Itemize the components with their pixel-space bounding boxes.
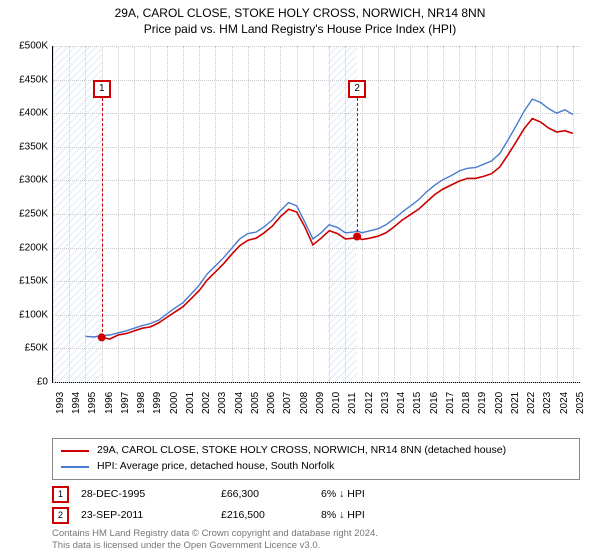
sale-index-box: 2 bbox=[52, 507, 69, 524]
legend-swatch-1 bbox=[61, 450, 89, 452]
legend-box: 29A, CAROL CLOSE, STOKE HOLY CROSS, NORW… bbox=[52, 438, 580, 480]
title-block: 29A, CAROL CLOSE, STOKE HOLY CROSS, NORW… bbox=[0, 0, 600, 37]
marker-box: 1 bbox=[93, 80, 111, 98]
x-axis-label: 2016 bbox=[429, 392, 440, 414]
marker-line bbox=[357, 98, 358, 237]
sale-rows: 1 28-DEC-1995£66,3006% ↓ HPI 2 23-SEP-2011£… bbox=[52, 486, 580, 524]
y-axis-label: £350K bbox=[0, 141, 48, 152]
line-series-svg bbox=[53, 46, 581, 382]
x-axis-label: 2024 bbox=[559, 392, 570, 414]
footer-line-1: Contains HM Land Registry data © Crown c… bbox=[52, 528, 580, 540]
legend-row-1: 29A, CAROL CLOSE, STOKE HOLY CROSS, NORW… bbox=[61, 443, 571, 459]
x-axis-label: 1994 bbox=[71, 392, 82, 414]
x-axis-label: 2006 bbox=[266, 392, 277, 414]
y-axis-label: £400K bbox=[0, 108, 48, 119]
x-axis-label: 1999 bbox=[152, 392, 163, 414]
y-axis-label: £500K bbox=[0, 41, 48, 52]
sale-row: 2 23-SEP-2011£216,5008% ↓ HPI bbox=[52, 507, 580, 524]
y-axis-label: £0 bbox=[0, 377, 48, 388]
marker-line bbox=[102, 98, 103, 338]
x-axis-label: 2022 bbox=[526, 392, 537, 414]
series-hpi bbox=[86, 99, 573, 337]
plot-area: 12 bbox=[52, 46, 581, 383]
x-axis-label: 2025 bbox=[575, 392, 586, 414]
x-axis-label: 2003 bbox=[217, 392, 228, 414]
x-axis-label: 2014 bbox=[396, 392, 407, 414]
x-axis-label: 2000 bbox=[169, 392, 180, 414]
x-axis-label: 1993 bbox=[55, 392, 66, 414]
y-axis-label: £450K bbox=[0, 74, 48, 85]
marker-box: 2 bbox=[348, 80, 366, 98]
x-axis-label: 2023 bbox=[542, 392, 553, 414]
sale-hpi: 6% ↓ HPI bbox=[321, 488, 365, 500]
legend-row-2: HPI: Average price, detached house, Sout… bbox=[61, 459, 571, 475]
x-axis-label: 2002 bbox=[201, 392, 212, 414]
x-axis-label: 2013 bbox=[380, 392, 391, 414]
title-line-2: Price paid vs. HM Land Registry's House … bbox=[0, 22, 600, 38]
sale-date: 28-DEC-1995 bbox=[81, 488, 221, 500]
grid-h bbox=[53, 382, 581, 383]
legend-label-2: HPI: Average price, detached house, Sout… bbox=[97, 459, 334, 475]
legend-label-1: 29A, CAROL CLOSE, STOKE HOLY CROSS, NORW… bbox=[97, 443, 506, 459]
x-axis-label: 1995 bbox=[87, 392, 98, 414]
x-axis-label: 2001 bbox=[185, 392, 196, 414]
x-axis-label: 2005 bbox=[250, 392, 261, 414]
sale-date: 23-SEP-2011 bbox=[81, 509, 221, 521]
sale-row: 1 28-DEC-1995£66,3006% ↓ HPI bbox=[52, 486, 580, 503]
x-axis-label: 1996 bbox=[104, 392, 115, 414]
sale-index-box: 1 bbox=[52, 486, 69, 503]
series-property bbox=[102, 119, 573, 339]
footer: Contains HM Land Registry data © Crown c… bbox=[52, 528, 580, 553]
sale-price: £216,500 bbox=[221, 509, 321, 521]
x-axis-label: 2007 bbox=[282, 392, 293, 414]
x-axis-label: 2018 bbox=[461, 392, 472, 414]
x-axis-label: 1997 bbox=[120, 392, 131, 414]
x-axis-label: 2011 bbox=[347, 392, 358, 414]
y-axis-label: £150K bbox=[0, 276, 48, 287]
legend-area: 29A, CAROL CLOSE, STOKE HOLY CROSS, NORW… bbox=[52, 438, 580, 552]
x-axis-label: 2012 bbox=[364, 392, 375, 414]
y-axis-label: £300K bbox=[0, 175, 48, 186]
x-axis-label: 2015 bbox=[412, 392, 423, 414]
x-axis-label: 2004 bbox=[234, 392, 245, 414]
sale-price: £66,300 bbox=[221, 488, 321, 500]
title-line-1: 29A, CAROL CLOSE, STOKE HOLY CROSS, NORW… bbox=[0, 6, 600, 22]
x-axis-label: 2008 bbox=[299, 392, 310, 414]
x-axis-label: 2017 bbox=[445, 392, 456, 414]
x-axis-label: 2019 bbox=[477, 392, 488, 414]
x-axis-label: 2009 bbox=[315, 392, 326, 414]
legend-swatch-2 bbox=[61, 466, 89, 468]
y-axis-label: £250K bbox=[0, 209, 48, 220]
y-axis-label: £100K bbox=[0, 309, 48, 320]
footer-line-2: This data is licensed under the Open Gov… bbox=[52, 540, 580, 552]
y-axis-label: £200K bbox=[0, 242, 48, 253]
sale-hpi: 8% ↓ HPI bbox=[321, 509, 365, 521]
x-axis-label: 2020 bbox=[494, 392, 505, 414]
x-axis-label: 2021 bbox=[510, 392, 521, 414]
x-axis-label: 1998 bbox=[136, 392, 147, 414]
chart-area: 12 £0£50K£100K£150K£200K£250K£300K£350K£… bbox=[52, 46, 580, 404]
x-axis-label: 2010 bbox=[331, 392, 342, 414]
y-axis-label: £50K bbox=[0, 343, 48, 354]
chart-container: 29A, CAROL CLOSE, STOKE HOLY CROSS, NORW… bbox=[0, 0, 600, 560]
